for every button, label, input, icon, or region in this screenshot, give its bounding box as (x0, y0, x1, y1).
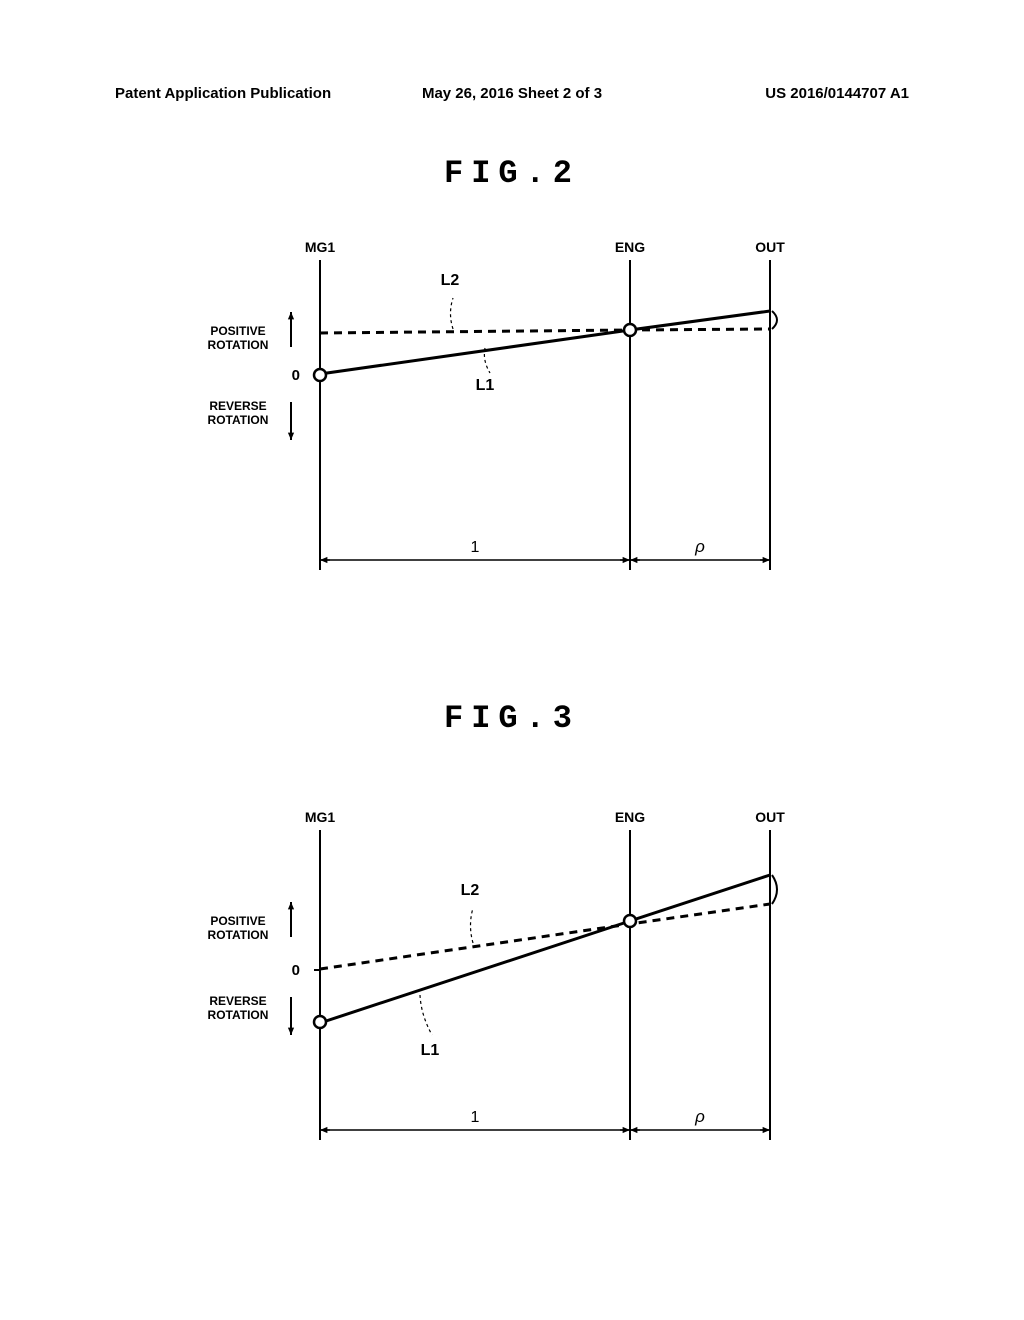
fig2-svg: MG1ENGOUT0POSITIVEROTATIONREVERSEROTATIO… (190, 230, 810, 590)
svg-text:MG1: MG1 (305, 809, 336, 825)
svg-text:ROTATION: ROTATION (208, 1008, 269, 1022)
svg-text:0: 0 (292, 367, 300, 384)
fig3-title: FIG.3 (444, 700, 580, 737)
header-center: May 26, 2016 Sheet 2 of 3 (422, 85, 602, 102)
svg-text:OUT: OUT (755, 239, 785, 255)
svg-text:ρ: ρ (694, 537, 705, 556)
svg-text:L2: L2 (441, 272, 460, 289)
svg-text:POSITIVE: POSITIVE (210, 324, 265, 338)
svg-text:L1: L1 (476, 377, 495, 394)
svg-text:1: 1 (471, 1109, 480, 1126)
svg-text:ROTATION: ROTATION (208, 338, 269, 352)
svg-text:POSITIVE: POSITIVE (210, 914, 265, 928)
header-right: US 2016/0144707 A1 (765, 85, 909, 102)
svg-text:ENG: ENG (615, 809, 645, 825)
page-header: Patent Application Publication May 26, 2… (0, 85, 1024, 102)
svg-text:ENG: ENG (615, 239, 645, 255)
svg-text:REVERSE: REVERSE (209, 994, 266, 1008)
fig3-chart: MG1ENGOUT0POSITIVEROTATIONREVERSEROTATIO… (190, 800, 810, 1160)
svg-text:L1: L1 (421, 1042, 440, 1059)
svg-text:0: 0 (292, 962, 300, 979)
svg-text:ρ: ρ (694, 1107, 705, 1126)
svg-text:L2: L2 (461, 882, 480, 899)
svg-text:ROTATION: ROTATION (208, 413, 269, 427)
fig3-svg: MG1ENGOUT0POSITIVEROTATIONREVERSEROTATIO… (190, 800, 810, 1160)
svg-text:ROTATION: ROTATION (208, 928, 269, 942)
svg-text:OUT: OUT (755, 809, 785, 825)
svg-text:1: 1 (471, 539, 480, 556)
svg-text:MG1: MG1 (305, 239, 336, 255)
fig2-chart: MG1ENGOUT0POSITIVEROTATIONREVERSEROTATIO… (190, 230, 810, 590)
fig2-title: FIG.2 (444, 155, 580, 192)
svg-text:REVERSE: REVERSE (209, 399, 266, 413)
header-left: Patent Application Publication (115, 85, 331, 102)
